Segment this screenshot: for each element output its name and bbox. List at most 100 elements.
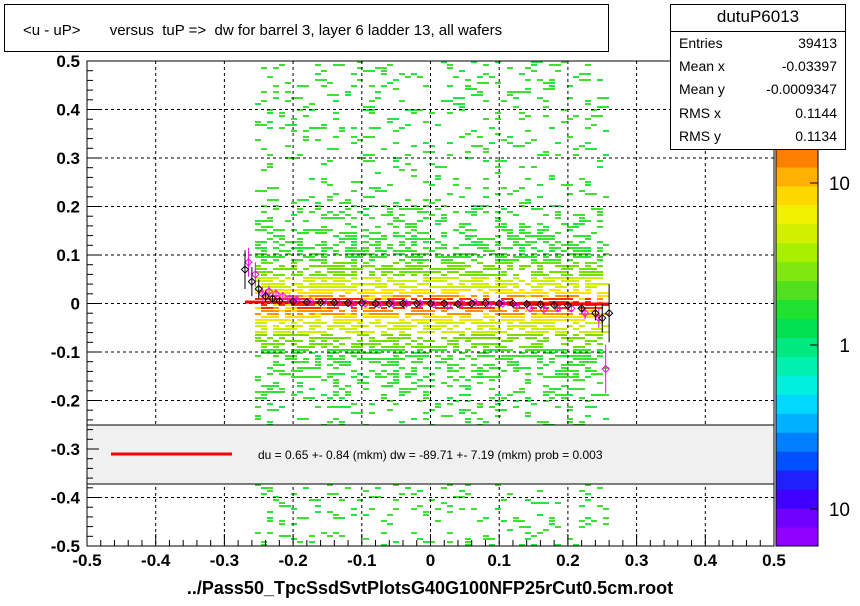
heat-cell [561,250,567,252]
heat-cell [309,388,315,390]
heat-cell [465,244,471,246]
heat-cell [453,229,459,231]
heat-cell [543,280,549,282]
heat-cell [501,100,507,102]
heat-cell [597,355,603,357]
heat-cell [423,142,429,144]
heat-cell [411,352,417,354]
heat-cell [375,373,381,375]
heat-cell [309,331,315,333]
heat-cell [471,241,477,243]
heat-cell [441,322,447,324]
heat-cell [255,331,261,333]
heat-cell [339,316,345,318]
heat-cell [537,97,543,99]
heat-cell [459,412,465,414]
heat-cell [309,316,315,318]
heat-cell [477,343,483,345]
heat-cell [309,265,315,267]
heat-cell [489,250,495,252]
heat-cell [285,304,291,306]
profile-black-point [591,308,600,318]
heat-cell [327,325,333,327]
heat-cell [351,217,357,219]
heat-cell [507,289,513,291]
heat-cell [513,235,519,237]
heat-cell [447,286,453,288]
heat-cell [255,220,261,222]
heat-cell [519,520,525,522]
heat-cell [357,67,363,69]
heat-cell [597,226,603,228]
heat-cell [369,403,375,405]
heat-cell [345,391,351,393]
heat-cell [351,136,357,138]
heat-cell [393,262,399,264]
palette-segment [776,280,818,301]
heat-cell [339,295,345,297]
heat-cell [297,85,303,87]
heat-cell [549,361,555,363]
heat-cell [585,73,591,75]
heat-cell [567,283,573,285]
heat-cell [537,274,543,276]
heat-cell [279,535,285,537]
heat-cell [297,247,303,249]
heat-cell [381,67,387,69]
heat-cell [333,298,339,300]
heat-cell [537,265,543,267]
heat-cell [453,253,459,255]
heat-cell [495,337,501,339]
heat-cell [375,352,381,354]
heat-cell [579,421,585,423]
heat-cell [591,334,597,336]
heat-cell [555,388,561,390]
heat-cell [465,256,471,258]
heat-cell [357,499,363,501]
heat-cell [579,298,585,300]
heat-cell [273,331,279,333]
heat-cell [441,295,447,297]
heat-cell [399,337,405,339]
heat-cell [387,322,393,324]
heat-cell [309,253,315,255]
profile-black-point [302,297,312,307]
heat-cell [495,280,501,282]
heat-cell [387,316,393,318]
heat-cell [543,88,549,90]
heat-cell [423,289,429,291]
heat-cell [429,319,435,321]
heat-cell [489,331,495,333]
heat-cell [531,352,537,354]
heat-cell [429,331,435,333]
heat-cell [333,217,339,219]
heat-cell [375,310,381,312]
palette-segment [776,489,818,509]
heat-cell [591,373,597,375]
heat-cell [543,325,549,327]
heat-cell [567,364,573,366]
heat-cell [375,292,381,294]
heat-cell [555,289,561,291]
heat-cell [507,358,513,360]
heat-cell [537,154,543,156]
heat-cell [519,289,525,291]
heat-cell [393,379,399,381]
heat-cell [363,250,369,252]
heat-cell [531,331,537,333]
heat-cell [297,259,303,261]
heat-cell [285,310,291,312]
heat-cell [369,292,375,294]
heat-cell [597,487,603,489]
heat-cell [447,331,453,333]
stats-value: 0.1144 [795,105,837,121]
heat-cell [483,337,489,339]
heat-cell [585,499,591,501]
x-axis-title: ../Pass50_TpcSsdSvtPlotsG40G100NFP25rCut… [186,578,674,598]
heat-cell [585,118,591,120]
heat-cell [357,283,363,285]
heat-cell [351,289,357,291]
x-tick-label: 0.5 [762,551,786,570]
heat-cell [519,346,525,348]
heat-cell [387,295,393,297]
